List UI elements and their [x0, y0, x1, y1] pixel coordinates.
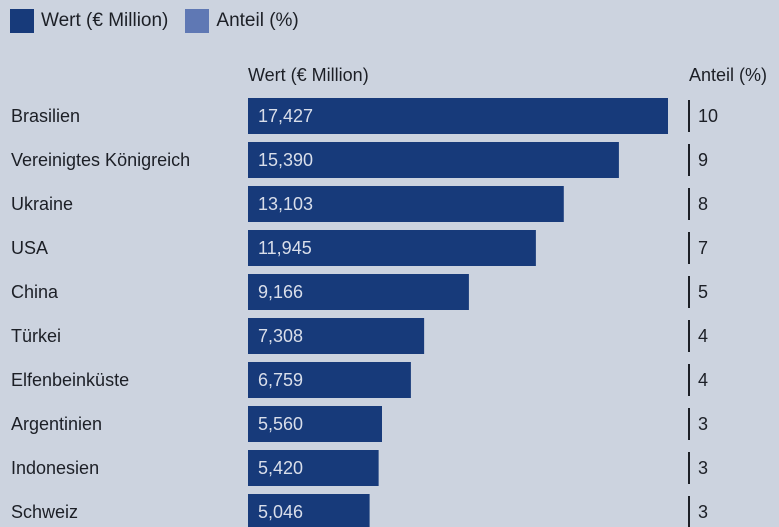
value-label: 7,308 [258, 326, 303, 346]
value-column-header: Wert (€ Million) [248, 65, 369, 85]
value-bar [248, 142, 619, 178]
share-label: 9 [698, 150, 708, 170]
value-bar [248, 450, 379, 486]
share-bar [688, 408, 690, 440]
value-bar [248, 274, 469, 310]
value-label: 17,427 [258, 106, 313, 126]
share-label: 3 [698, 458, 708, 478]
category-label: USA [11, 238, 48, 258]
value-label: 5,420 [258, 458, 303, 478]
value-label: 5,560 [258, 414, 303, 434]
category-label: Vereinigtes Königreich [11, 150, 190, 170]
category-label: Brasilien [11, 106, 80, 126]
value-bar [248, 362, 411, 398]
value-label: 9,166 [258, 282, 303, 302]
legend-item-value: Wert (€ Million) [10, 9, 168, 33]
share-label: 3 [698, 502, 708, 522]
share-label: 4 [698, 370, 708, 390]
category-label: Türkei [11, 326, 61, 346]
share-bar [688, 452, 690, 484]
share-bar [688, 144, 690, 176]
legend-label-value: Wert (€ Million) [41, 10, 169, 31]
share-bar [688, 496, 690, 527]
category-label: China [11, 282, 59, 302]
share-bar [688, 188, 690, 220]
share-bar [688, 276, 690, 308]
value-label: 5,046 [258, 502, 303, 522]
share-label: 7 [698, 238, 708, 258]
value-label: 15,390 [258, 150, 313, 170]
share-column-header: Anteil (%) [689, 65, 768, 85]
share-label: 8 [698, 194, 708, 214]
category-label: Argentinien [11, 414, 102, 434]
value-bar [248, 186, 564, 222]
category-label: Elfenbeinküste [11, 370, 129, 390]
share-label: 10 [698, 106, 718, 126]
share-bar [688, 100, 690, 132]
chart-legend: Wert (€ Million) Anteil (%) [10, 9, 316, 33]
value-bar [248, 494, 370, 527]
legend-item-share: Anteil (%) [185, 9, 299, 33]
legend-swatch-value [10, 9, 34, 33]
share-bar [688, 232, 690, 264]
value-bar [248, 318, 425, 354]
value-bar [248, 406, 382, 442]
legend-swatch-share [185, 9, 210, 33]
share-label: 4 [698, 326, 708, 346]
share-bar [688, 320, 690, 352]
value-bar [248, 230, 536, 266]
value-label: 13,103 [258, 194, 313, 214]
category-label: Ukraine [11, 194, 73, 214]
value-bar [248, 98, 668, 134]
category-label: Schweiz [11, 502, 78, 522]
share-label: 3 [698, 414, 708, 434]
legend-label-share: Anteil (%) [216, 10, 299, 31]
category-label: Indonesien [11, 458, 99, 478]
value-label: 6,759 [258, 370, 303, 390]
share-bar [688, 364, 690, 396]
share-label: 5 [698, 282, 708, 302]
value-label: 11,945 [258, 238, 312, 258]
